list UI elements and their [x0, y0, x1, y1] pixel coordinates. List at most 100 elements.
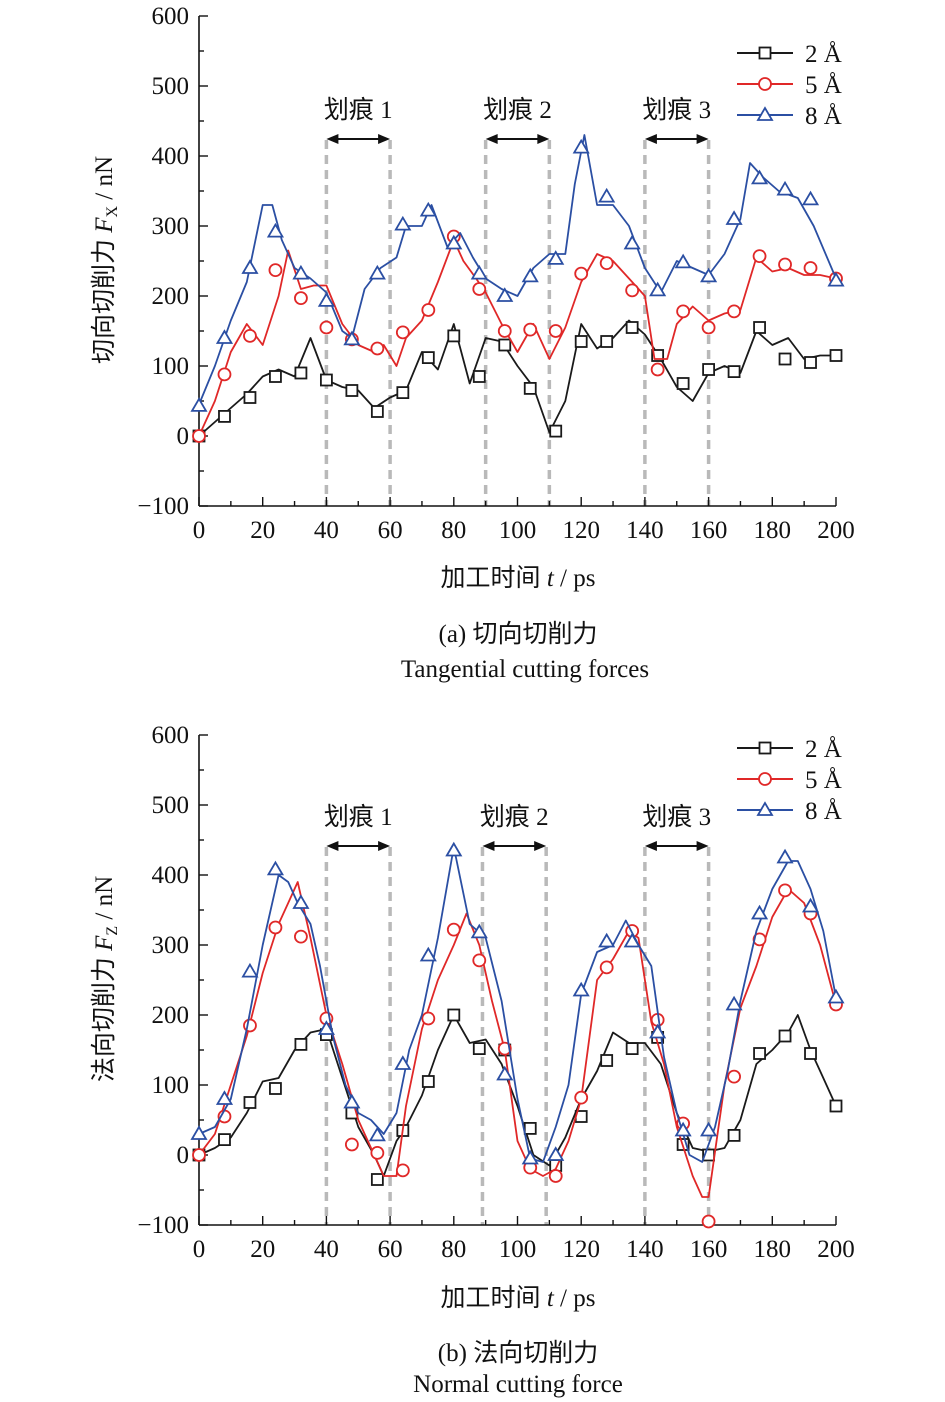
panel-a-scratch-arrowhead-left-3: [644, 134, 657, 144]
panel-a-series-2-marker: [394, 215, 412, 231]
panel-a-caption-cn: (a) 切向切削力: [439, 620, 598, 648]
panel-b-y-tick-label: 400: [152, 862, 190, 889]
panel-b-scratch-arrowhead-right-1: [378, 841, 391, 851]
panel-a-legend-label-2: 8 Å: [805, 103, 842, 130]
panel-a-series-1-marker: [778, 257, 792, 272]
panel-a-series-2-marker: [547, 250, 565, 265]
panel-b-series-0-marker: [370, 1173, 384, 1186]
panel-b-series-2-marker: [700, 1121, 718, 1137]
panel-b-series-2-marker: [598, 932, 616, 948]
panel-a-series-2-marker: [776, 180, 794, 196]
panel-b-x-tick-label: 80: [441, 1236, 466, 1263]
panel-b-y-tick-label: 100: [152, 1072, 190, 1099]
panel-b-series-0-marker: [727, 1129, 741, 1142]
panel-b-scratch-arrowhead-right-3: [696, 841, 709, 851]
panel-b-series-1-marker: [421, 1011, 436, 1026]
panel-b-series-2-marker: [445, 841, 463, 857]
panel-a-series-0-marker: [727, 365, 741, 379]
panel-a-series-0-marker: [370, 405, 384, 418]
panel-b-x-axis-title: 加工时间 t / ps: [441, 1284, 596, 1312]
panel-a-series-2-marker: [598, 187, 616, 203]
panel-b-x-tick-label: 0: [193, 1236, 206, 1263]
panel-a-series-0-marker: [396, 386, 410, 400]
panel-a-series-1-marker: [217, 367, 232, 382]
panel-a-y-axis-title-unit: / nN: [91, 156, 118, 206]
panel-a-legend-label-0: 2 Å: [805, 41, 842, 68]
panel-b-series-1-marker: [701, 1214, 716, 1229]
panel-a-series-2-marker: [419, 201, 437, 217]
panel-b-x-tick-label: 180: [754, 1236, 792, 1263]
panel-b-x-tick-label: 120: [562, 1236, 600, 1263]
panel-b-y-axis-title-var: F: [91, 935, 118, 952]
panel-a-series-0-marker: [600, 335, 614, 348]
panel-a-series-2-marker: [496, 287, 514, 302]
panel-b-x-axis-title-unit: / ps: [554, 1285, 596, 1312]
panel-b-series-line-1: [198, 881, 837, 1198]
panel-a-series-line-1: [198, 239, 837, 437]
panel-a-series-0-marker: [625, 321, 639, 334]
panel-a-series-0-marker: [319, 373, 333, 387]
panel-a-y-axis-title: 切向切削力 FX / nN: [90, 156, 121, 364]
normal-force-panel: (b) 法向切削力 Normal cutting force 加工时间 t / …: [90, 722, 855, 1398]
panel-b-series-1-marker: [268, 920, 283, 935]
panel-a-series-1-marker: [192, 429, 206, 443]
panel-b-x-tick-label: 60: [378, 1236, 403, 1263]
panel-b-scratch-arrowhead-left-2: [482, 841, 495, 851]
panel-b-legend-label-2: 8 Å: [805, 798, 842, 825]
panel-a-y-tick-label: −100: [137, 493, 189, 520]
panel-b-series-2-marker: [801, 897, 820, 913]
panel-a-y-tick-label: 300: [152, 213, 190, 240]
panel-a-series-2-marker: [827, 271, 845, 287]
panel-a-scratch-arrowhead-right-3: [696, 134, 709, 144]
panel-a-series-2-marker: [750, 169, 769, 185]
panel-a-series-1-marker: [268, 263, 283, 278]
panel-a-scratch-arrowhead-right-2: [537, 134, 550, 144]
panel-a-series-1-marker: [523, 322, 538, 337]
panel-a-series-0-marker: [472, 370, 486, 383]
panel-a-scratch-label-3: 划痕 3: [642, 96, 711, 124]
panel-a-series-1-marker: [548, 324, 563, 338]
panel-a-y-axis-title-prefix: 切向切削力: [90, 233, 118, 364]
panel-b-legend-marker-1: [758, 772, 772, 786]
panel-a-series-1-marker: [497, 324, 512, 338]
panel-b-x-tick-label: 20: [250, 1236, 275, 1263]
panel-b-series-2-marker: [521, 1149, 539, 1165]
panel-b-series-2-marker: [292, 894, 310, 909]
panel-a-series-1-marker: [243, 328, 257, 343]
tangential-force-panel: (a) 切向切削力 Tangential cutting forces 加工时间…: [90, 3, 855, 683]
panel-b-x-tick-label: 160: [690, 1236, 728, 1263]
panel-a-x-tick-label: 140: [626, 517, 664, 544]
panel-b-legend-marker-0: [758, 741, 772, 755]
panel-b-x-axis-title-prefix: 加工时间: [441, 1284, 547, 1312]
panel-b-series-0-marker: [753, 1047, 766, 1060]
panel-b-series-0-marker: [778, 1029, 792, 1043]
panel-b-x-tick-label: 100: [499, 1236, 537, 1263]
panel-b-series-2-marker: [547, 1146, 565, 1161]
panel-a-series-1-marker: [701, 320, 716, 335]
panel-a-series-2-marker: [725, 210, 743, 225]
panel-a-y-axis-title-var: F: [91, 217, 118, 234]
panel-b-series-2-marker: [725, 995, 743, 1011]
panel-b-y-axis-title-unit: / nN: [91, 876, 118, 926]
panel-a-series-0-marker: [294, 366, 308, 380]
panel-a-series-2-marker: [700, 267, 718, 283]
panel-b-series-0-marker: [472, 1042, 486, 1055]
panel-b-series-2-marker: [674, 1121, 692, 1137]
panel-a-series-2-marker: [241, 259, 259, 274]
panel-a-series-1-marker: [803, 261, 818, 275]
panel-b-y-tick-label: 600: [152, 722, 190, 749]
panel-a-series-1-marker: [472, 282, 487, 296]
panel-b-series-0-marker: [294, 1038, 308, 1051]
panel-b-series-0-marker: [804, 1047, 817, 1060]
panel-a-series-2-marker: [674, 253, 692, 269]
panel-b-series-2-marker: [623, 932, 641, 948]
panel-a-x-tick-label: 0: [193, 517, 206, 544]
panel-b-scratch-label-2: 划痕 2: [480, 803, 549, 831]
panel-a-x-tick-label: 60: [378, 517, 403, 544]
panel-b-series-2-marker: [827, 988, 845, 1004]
panel-b-series-1-marker: [294, 929, 308, 944]
panel-b-caption-en: Normal cutting force: [413, 1371, 623, 1398]
panel-b-series-2-marker: [496, 1065, 514, 1081]
panel-b-x-tick-label: 200: [817, 1236, 855, 1263]
panel-a-x-tick-label: 200: [817, 517, 855, 544]
